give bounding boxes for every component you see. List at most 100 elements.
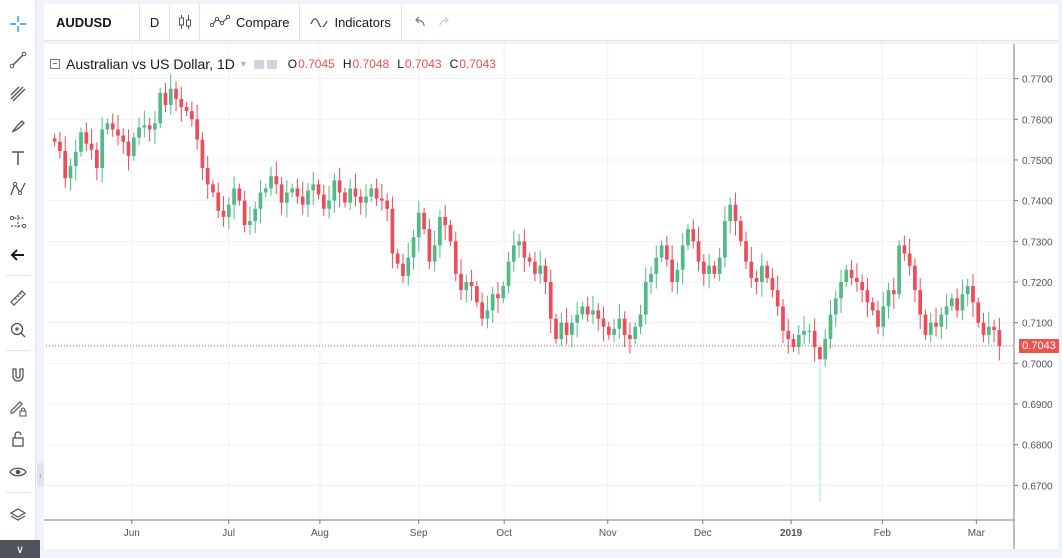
- candle-body: [691, 229, 696, 242]
- candle-body: [828, 314, 833, 339]
- symbol-label: AUDUSD: [56, 14, 112, 30]
- chart-pane[interactable]: 0.7700 0.7600 0.7500 0.7400 0.7300 0.7200 0.71…: [44, 44, 1059, 549]
- candle-body: [686, 229, 690, 246]
- candle-body: [638, 314, 643, 327]
- candle-body: [327, 200, 331, 209]
- candle-body: [628, 334, 632, 339]
- compare-button[interactable]: Compare: [200, 4, 301, 40]
- visibility-icon[interactable]: [253, 59, 264, 69]
- zoom-in-icon[interactable]: [0, 315, 36, 345]
- symbol-search-button[interactable]: AUDUSD: [44, 4, 140, 40]
- candle-body: [295, 188, 300, 197]
- candle-body: [601, 318, 606, 327]
- prediction-icon[interactable]: [0, 207, 36, 237]
- redo-button[interactable]: [432, 4, 458, 40]
- lock-drawing-icon[interactable]: [0, 393, 36, 423]
- back-arrow-icon[interactable]: [0, 240, 36, 270]
- candle-body: [918, 290, 923, 315]
- candle-body: [575, 314, 579, 323]
- indicators-button[interactable]: Indicators: [300, 4, 402, 40]
- candle-body: [939, 314, 944, 327]
- unlock-icon[interactable]: [0, 424, 36, 454]
- candle-body: [274, 176, 279, 185]
- undo-button[interactable]: [402, 4, 432, 40]
- candle-body: [116, 129, 120, 136]
- chevron-down-icon: ∨: [15, 543, 25, 556]
- panel-handle[interactable]: ‹: [37, 463, 44, 487]
- candle-body: [765, 265, 769, 278]
- chart-style-button[interactable]: [170, 4, 200, 40]
- candle-body: [744, 241, 748, 262]
- brush-icon[interactable]: [0, 111, 36, 141]
- price-chart[interactable]: 0.7700 0.7600 0.7500 0.7400 0.7300 0.7200 0.71…: [44, 44, 1058, 549]
- candle-body: [406, 257, 411, 276]
- candle-body: [543, 265, 548, 282]
- fib-icon[interactable]: [0, 79, 36, 109]
- candle-body: [633, 326, 638, 339]
- candle-body: [680, 245, 685, 270]
- x-tick-label: 2019: [780, 528, 803, 539]
- candles-icon: [178, 15, 191, 29]
- magnet-icon[interactable]: [0, 360, 36, 390]
- candle-body: [876, 310, 880, 327]
- high-value: 0.7048: [352, 57, 390, 71]
- candle-body: [205, 168, 210, 185]
- candle-body: [564, 322, 569, 335]
- candle-body: [934, 322, 938, 327]
- candle-body: [506, 261, 511, 287]
- candle-body: [670, 259, 674, 282]
- undo-icon: [414, 16, 425, 27]
- candle-body: [665, 245, 669, 260]
- text-icon[interactable]: [0, 143, 36, 173]
- close-value: 0.7043: [459, 57, 496, 71]
- candle-body: [216, 192, 221, 211]
- candle-body: [221, 210, 226, 217]
- trend-line-icon[interactable]: [0, 45, 36, 75]
- candle-body: [527, 257, 532, 262]
- candle-body: [770, 277, 775, 291]
- last-price-label: 0.7043: [1019, 338, 1059, 353]
- candle-body: [796, 334, 801, 348]
- candle-body: [242, 200, 247, 226]
- x-tick-label: Sep: [410, 528, 428, 539]
- y-tick-label: 0.6900: [1022, 400, 1053, 411]
- layers-icon[interactable]: [0, 500, 36, 530]
- settings-icon[interactable]: [266, 59, 277, 69]
- pattern-icon[interactable]: [0, 174, 36, 204]
- caret-down-icon[interactable]: ▼: [238, 59, 248, 69]
- candle-body: [79, 132, 83, 152]
- candle-body: [105, 123, 110, 130]
- ruler-icon[interactable]: [0, 283, 36, 313]
- candle-body: [395, 253, 400, 264]
- candle-body: [844, 269, 849, 282]
- candle-body: [200, 139, 205, 169]
- candle-body: [802, 330, 806, 335]
- candle-body: [416, 212, 421, 238]
- candle-body: [147, 125, 152, 130]
- candle-body: [992, 326, 996, 331]
- indicators-label: Indicators: [334, 14, 391, 30]
- candle-body: [263, 188, 268, 193]
- candle-body: [675, 269, 680, 282]
- candle-body: [733, 204, 738, 221]
- collapse-legend-icon[interactable]: [50, 59, 60, 69]
- interval-label: D: [149, 14, 160, 30]
- candle-body: [279, 184, 284, 203]
- candle-body: [374, 188, 379, 199]
- eye-icon[interactable]: [0, 457, 36, 487]
- candle-body: [548, 282, 553, 319]
- collapse-toolbar-button[interactable]: ∨: [0, 540, 40, 558]
- candle-body: [158, 92, 163, 124]
- candle-body: [226, 204, 231, 217]
- candle-body: [411, 237, 416, 258]
- x-tick-label: Oct: [496, 528, 512, 539]
- y-tick-label: 0.7600: [1022, 115, 1053, 126]
- crosshair-icon[interactable]: [0, 9, 36, 39]
- candle-body: [923, 314, 928, 335]
- x-tick-label: Jul: [222, 528, 235, 539]
- candle-body: [591, 310, 595, 315]
- interval-button[interactable]: D: [140, 4, 170, 40]
- candle-body: [944, 306, 949, 315]
